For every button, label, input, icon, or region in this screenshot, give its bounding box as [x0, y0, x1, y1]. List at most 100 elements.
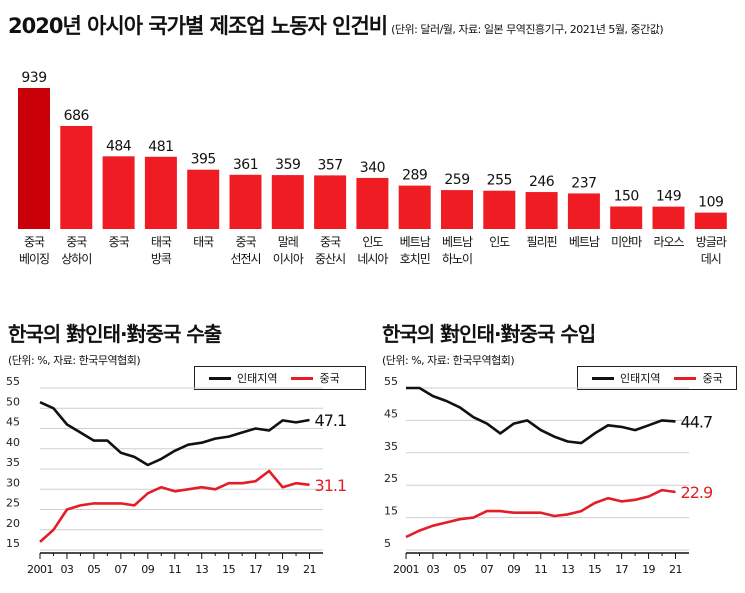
bar-value-label-7: 357 — [317, 157, 342, 173]
x-tick-label-5: 11 — [168, 563, 181, 576]
y-tick-label-0: 15 — [6, 537, 20, 550]
x-tick-label-7: 15 — [588, 563, 601, 576]
category-label-15-0: 라오스 — [653, 235, 684, 249]
category-label-9-0: 베트남 — [400, 235, 431, 249]
y-tick-label-3: 35 — [384, 440, 398, 453]
x-tick-label-8: 17 — [615, 563, 628, 576]
x-tick-label-4: 09 — [141, 563, 154, 576]
bar-value-label-0: 939 — [21, 70, 46, 86]
bar-15 — [652, 206, 685, 229]
y-tick-label-3: 30 — [6, 476, 20, 489]
bar-7 — [314, 175, 347, 229]
y-tick-label-2: 25 — [384, 472, 398, 485]
y-tick-label-1: 15 — [384, 505, 398, 518]
x-tick-label-1: 03 — [60, 563, 73, 576]
category-label-3-0: 태국 — [151, 235, 172, 249]
category-label-3-1: 방콕 — [151, 252, 172, 266]
y-tick-label-4: 45 — [384, 407, 398, 420]
x-tick-label-4: 09 — [507, 563, 520, 576]
bar-value-label-3: 481 — [148, 139, 173, 155]
legend-label-china: 중국 — [702, 372, 723, 385]
series-line-1 — [405, 488, 676, 539]
y-tick-label-8: 55 — [6, 376, 20, 388]
x-tick-label-6: 13 — [561, 563, 574, 576]
export-chart-source: (단위: %, 자료: 한국무역협회) — [8, 354, 141, 367]
bar-14 — [610, 206, 643, 229]
bar-9 — [398, 185, 431, 229]
category-label-16-1: 데시 — [701, 252, 721, 266]
y-tick-label-1: 20 — [6, 517, 20, 530]
x-tick-label-9: 19 — [276, 563, 289, 576]
bar-value-label-16: 109 — [698, 195, 723, 211]
bar-value-label-4: 395 — [191, 152, 216, 168]
category-label-14-0: 미얀마 — [611, 235, 642, 249]
x-tick-label-5: 11 — [534, 563, 547, 576]
category-label-4-0: 태국 — [193, 235, 214, 249]
category-label-7-1: 중산시 — [315, 252, 345, 266]
page-title: 2020년 아시아 국가별 제조업 노동자 인건비 (단위: 달러/월, 자료: … — [8, 14, 664, 38]
category-label-5-1: 선전시 — [230, 252, 260, 266]
bar-value-label-11: 255 — [487, 173, 512, 189]
series-line-0 — [39, 401, 310, 467]
y-tick-label-5: 40 — [6, 436, 20, 449]
bar-0 — [18, 88, 50, 229]
y-tick-label-0: 5 — [384, 537, 391, 550]
bar-value-label-5: 361 — [233, 157, 258, 173]
y-tick-label-4: 35 — [6, 456, 20, 469]
page-subtitle: (단위: 달러/월, 자료: 일본 무역진흥기구, 2021년 5월, 중간값) — [391, 23, 664, 36]
y-tick-label-5: 55 — [384, 376, 398, 388]
legend-label-indo-pacific: 인태지역 — [620, 372, 661, 385]
category-label-0-1: 베이징 — [19, 252, 49, 266]
legend-label-indo-pacific: 인태지역 — [237, 372, 278, 385]
category-label-6-0: 말레 — [278, 235, 298, 249]
bar-12 — [525, 192, 558, 229]
category-label-9-1: 호치민 — [400, 252, 430, 266]
x-tick-label-10: 21 — [669, 563, 682, 576]
export-chart-title: 한국의 對인태·對중국 수출 — [8, 322, 222, 346]
category-label-6-1: 이시아 — [273, 252, 304, 266]
bar-value-label-9: 289 — [402, 168, 427, 184]
category-label-10-1: 하노이 — [442, 252, 472, 266]
bar-10 — [441, 190, 473, 229]
x-tick-label-2: 05 — [453, 563, 466, 576]
category-label-2-0: 중국 — [109, 235, 130, 249]
import-chart-source: (단위: %, 자료: 한국무역협회) — [382, 354, 515, 367]
series-end-label-0: 47.1 — [315, 411, 347, 430]
bar-8 — [356, 177, 389, 229]
bar-11 — [483, 190, 516, 229]
x-tick-label-8: 17 — [249, 563, 262, 576]
legend-swatch-china — [674, 376, 697, 380]
legend-swatch-china — [291, 376, 314, 380]
series-end-label-0: 44.7 — [681, 412, 713, 431]
bar-3 — [144, 156, 177, 229]
category-label-12-0: 필리핀 — [527, 235, 557, 249]
category-label-8-1: 네시아 — [357, 252, 388, 266]
legend-swatch-indo-pacific — [592, 376, 614, 380]
category-label-13-0: 베트남 — [569, 235, 600, 249]
legend-swatch-indo-pacific — [209, 376, 231, 380]
x-tick-label-0: 2001 — [27, 563, 53, 576]
import-line-chart: 5 15 25 35 45 55 2001 03 05 07 09 11 13 15 17 19 21 44.7 2… — [384, 376, 714, 576]
category-label-10-0: 베트남 — [442, 235, 473, 249]
category-label-1-1: 상하이 — [61, 252, 91, 266]
x-tick-label-7: 15 — [222, 563, 235, 576]
bar-13 — [567, 193, 600, 229]
category-label-5-0: 중국 — [235, 235, 256, 249]
category-label-8-0: 인도 — [362, 235, 383, 249]
bar-value-label-15: 149 — [656, 189, 681, 205]
y-tick-label-6: 45 — [6, 416, 20, 429]
y-tick-label-2: 25 — [6, 497, 20, 510]
bar-value-label-13: 237 — [571, 175, 596, 191]
x-tick-label-6: 13 — [195, 563, 208, 576]
export-legend: 인태지역 중국 — [194, 366, 366, 390]
series-end-label-1: 22.9 — [681, 483, 713, 502]
bar-1 — [60, 125, 93, 229]
bar-value-label-6: 359 — [275, 157, 300, 173]
series-line-1 — [39, 469, 310, 543]
category-label-0-0: 중국 — [24, 235, 45, 249]
bar-4 — [187, 169, 220, 229]
series-end-label-1: 31.1 — [315, 476, 347, 495]
x-tick-label-10: 21 — [303, 563, 316, 576]
series-line-0 — [406, 386, 676, 445]
